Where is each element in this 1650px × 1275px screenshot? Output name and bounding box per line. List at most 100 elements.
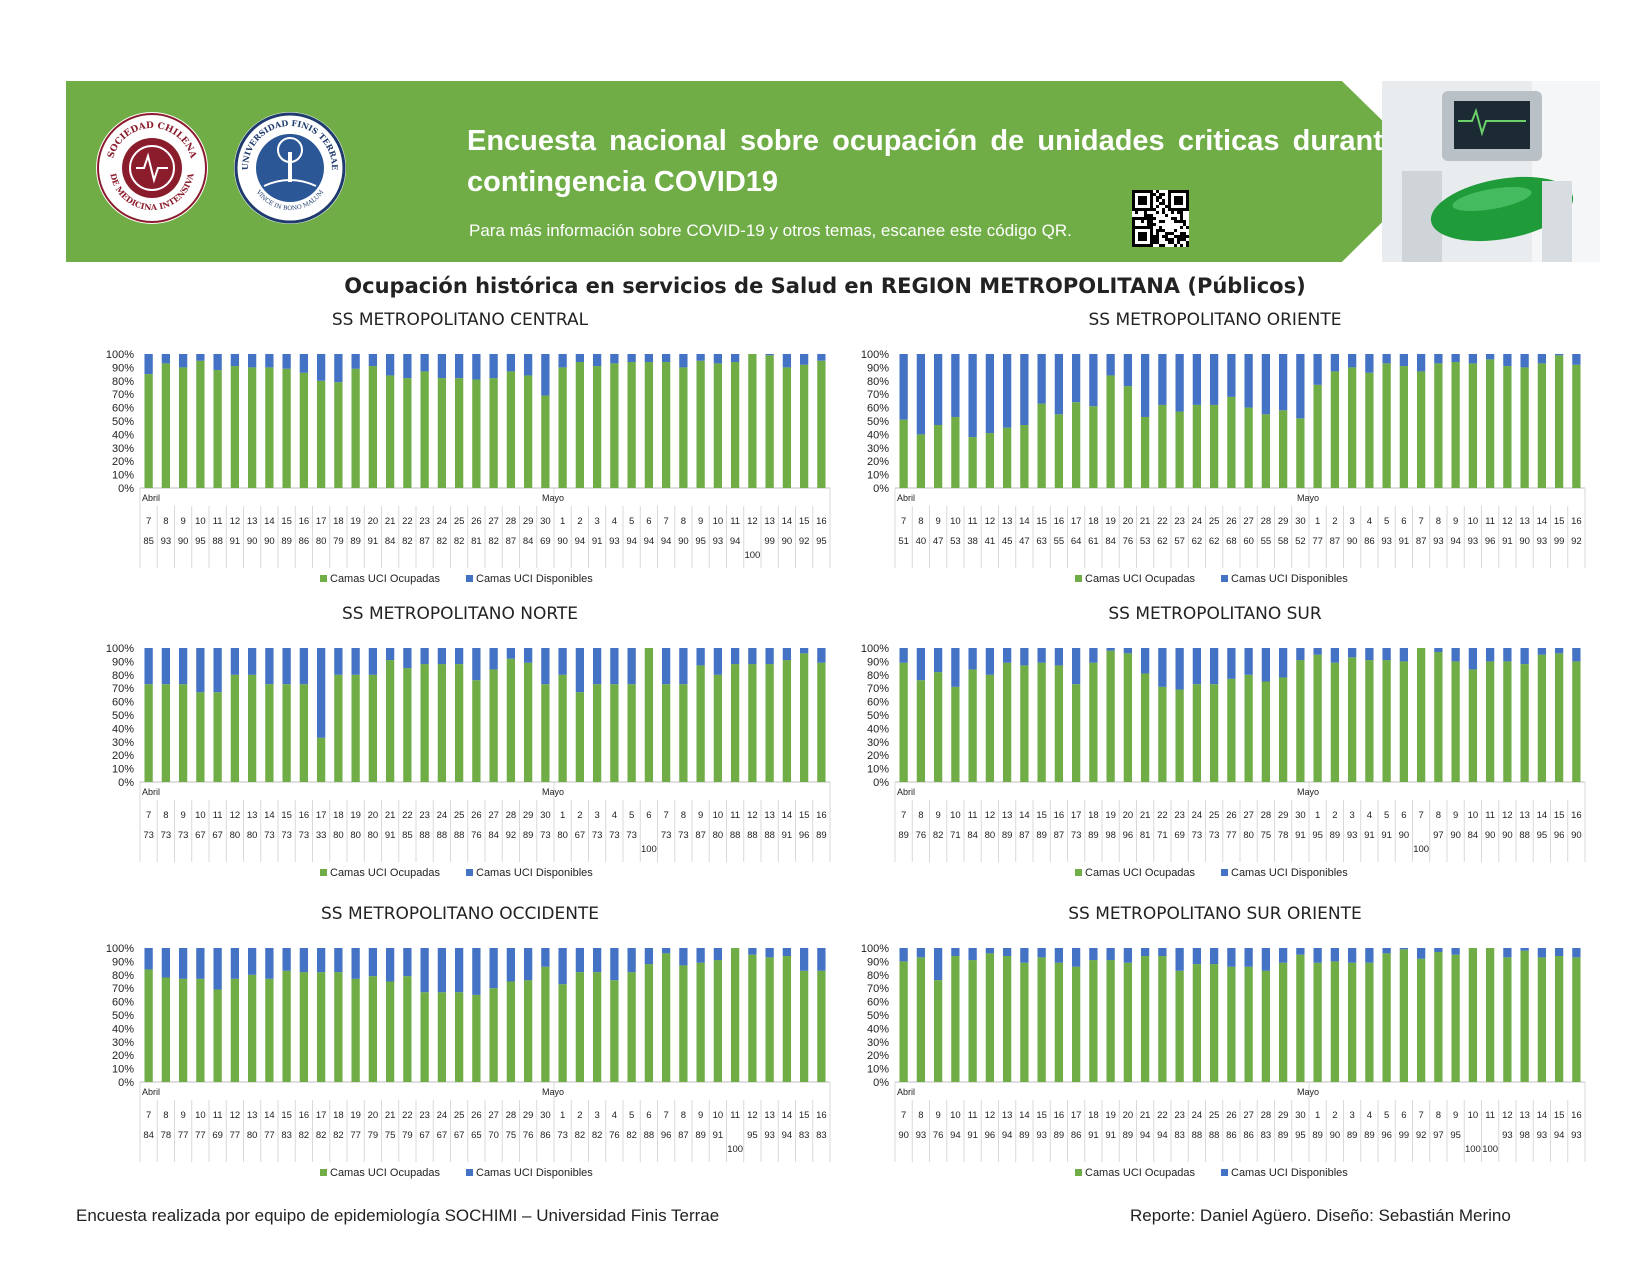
bar-ocupadas (748, 954, 757, 1082)
x-tick-label: 15 (1036, 516, 1047, 527)
x-tick-label: 1 (560, 1110, 565, 1121)
x-tick-label: 29 (523, 1110, 534, 1121)
legend-label: Camas UCI Ocupadas (330, 573, 441, 585)
data-label: 95 (695, 536, 706, 547)
x-tick-label: 9 (698, 810, 703, 821)
bar-disponibles (334, 948, 343, 973)
bar-disponibles (506, 948, 516, 982)
bar-disponibles (161, 648, 171, 685)
x-tick-label: 26 (471, 516, 482, 527)
data-label: 90 (1330, 1130, 1341, 1141)
bar-ocupadas (1347, 962, 1357, 1082)
data-label: 86 (1226, 1130, 1237, 1141)
bar-disponibles (1468, 648, 1478, 670)
bar-ocupadas (951, 416, 960, 488)
x-tick-label: 8 (1436, 1110, 1441, 1121)
bar-ocupadas (334, 972, 343, 1082)
bar-ocupadas (968, 437, 977, 488)
x-tick-label: 16 (1054, 516, 1065, 527)
bar-ocupadas (713, 674, 723, 782)
y-tick-label: 80% (112, 670, 134, 682)
data-label: 79 (402, 1130, 413, 1141)
bar-disponibles (1434, 648, 1443, 653)
data-label: 89 (816, 830, 827, 841)
x-tick-label: 27 (1243, 516, 1254, 527)
data-label: 71 (950, 830, 961, 841)
x-tick-label: 21 (1140, 810, 1151, 821)
bar-disponibles (661, 648, 671, 685)
bar-ocupadas (489, 988, 498, 1082)
bar-ocupadas (1227, 678, 1236, 782)
bar-ocupadas (985, 674, 995, 782)
x-tick-label: 28 (506, 810, 517, 821)
qr-code-icon[interactable] (1132, 190, 1189, 247)
x-tick-label: 7 (663, 516, 668, 527)
bar-ocupadas (1192, 964, 1202, 1082)
data-label: 94 (626, 536, 637, 547)
bar-ocupadas (1313, 654, 1322, 782)
bar-disponibles (403, 948, 412, 977)
data-label: 99 (1554, 536, 1565, 547)
bar-ocupadas (1434, 652, 1443, 782)
x-tick-label: 1 (560, 516, 565, 527)
x-tick-label: 21 (385, 516, 396, 527)
y-tick-label: 60% (112, 997, 134, 1009)
x-tick-label: 8 (681, 1110, 686, 1121)
bar-ocupadas (1451, 954, 1460, 1082)
x-tick-label: 7 (1418, 516, 1423, 527)
data-label: 100 (641, 844, 657, 855)
data-label: 94 (661, 536, 672, 547)
chart-title: SS METROPOLITANO SUR (1108, 604, 1322, 624)
x-tick-label: 11 (730, 516, 740, 527)
x-tick-label: 5 (1384, 810, 1389, 821)
data-label: 60 (1243, 536, 1254, 547)
y-tick-label: 60% (112, 697, 134, 709)
y-tick-label: 100% (106, 643, 134, 655)
bar-disponibles (817, 948, 826, 971)
bar-ocupadas (403, 668, 412, 782)
x-tick-label: 10 (950, 810, 961, 821)
chart-title: SS METROPOLITANO NORTE (341, 604, 579, 624)
legend-label: Camas UCI Ocupadas (330, 867, 441, 879)
bar-ocupadas (1365, 372, 1374, 488)
bar-disponibles (282, 354, 291, 369)
bar-disponibles (730, 354, 740, 363)
data-label: 88 (419, 830, 430, 841)
x-tick-label: 14 (1537, 516, 1548, 527)
bar-ocupadas (592, 366, 602, 488)
bar-ocupadas (799, 653, 809, 782)
bar-ocupadas (1554, 355, 1564, 488)
x-tick-label: 9 (1453, 516, 1458, 527)
month-label: Mayo (542, 787, 564, 797)
bar-ocupadas (644, 362, 654, 488)
y-tick-label: 70% (112, 683, 134, 695)
x-tick-label: 16 (299, 1110, 310, 1121)
x-tick-label: 25 (454, 810, 465, 821)
bar-disponibles (1399, 648, 1409, 662)
x-tick-label: 14 (264, 1110, 275, 1121)
bar-ocupadas (1106, 960, 1115, 1082)
x-tick-label: 8 (163, 810, 168, 821)
bar-disponibles (1123, 648, 1133, 654)
bar-ocupadas (968, 960, 977, 1082)
month-label: Mayo (542, 1087, 564, 1097)
bar-disponibles (1192, 948, 1202, 965)
bar-ocupadas (196, 978, 205, 1082)
x-tick-label: 21 (1140, 1110, 1151, 1121)
bar-ocupadas (472, 680, 481, 782)
bar-ocupadas (454, 664, 464, 782)
data-label: 91 (1088, 1130, 1099, 1141)
bar-disponibles (916, 354, 926, 435)
bar-ocupadas (161, 363, 171, 488)
bar-ocupadas (1382, 660, 1391, 782)
x-tick-label: 22 (402, 810, 413, 821)
bar-disponibles (1209, 648, 1219, 685)
x-tick-label: 17 (316, 1110, 327, 1121)
bar-disponibles (1399, 948, 1409, 950)
bar-ocupadas (437, 992, 447, 1082)
x-tick-label: 8 (163, 1110, 168, 1121)
x-tick-label: 12 (985, 810, 996, 821)
data-label: 93 (916, 1130, 927, 1141)
bar-ocupadas (1261, 414, 1271, 488)
x-tick-label: 23 (1174, 810, 1185, 821)
